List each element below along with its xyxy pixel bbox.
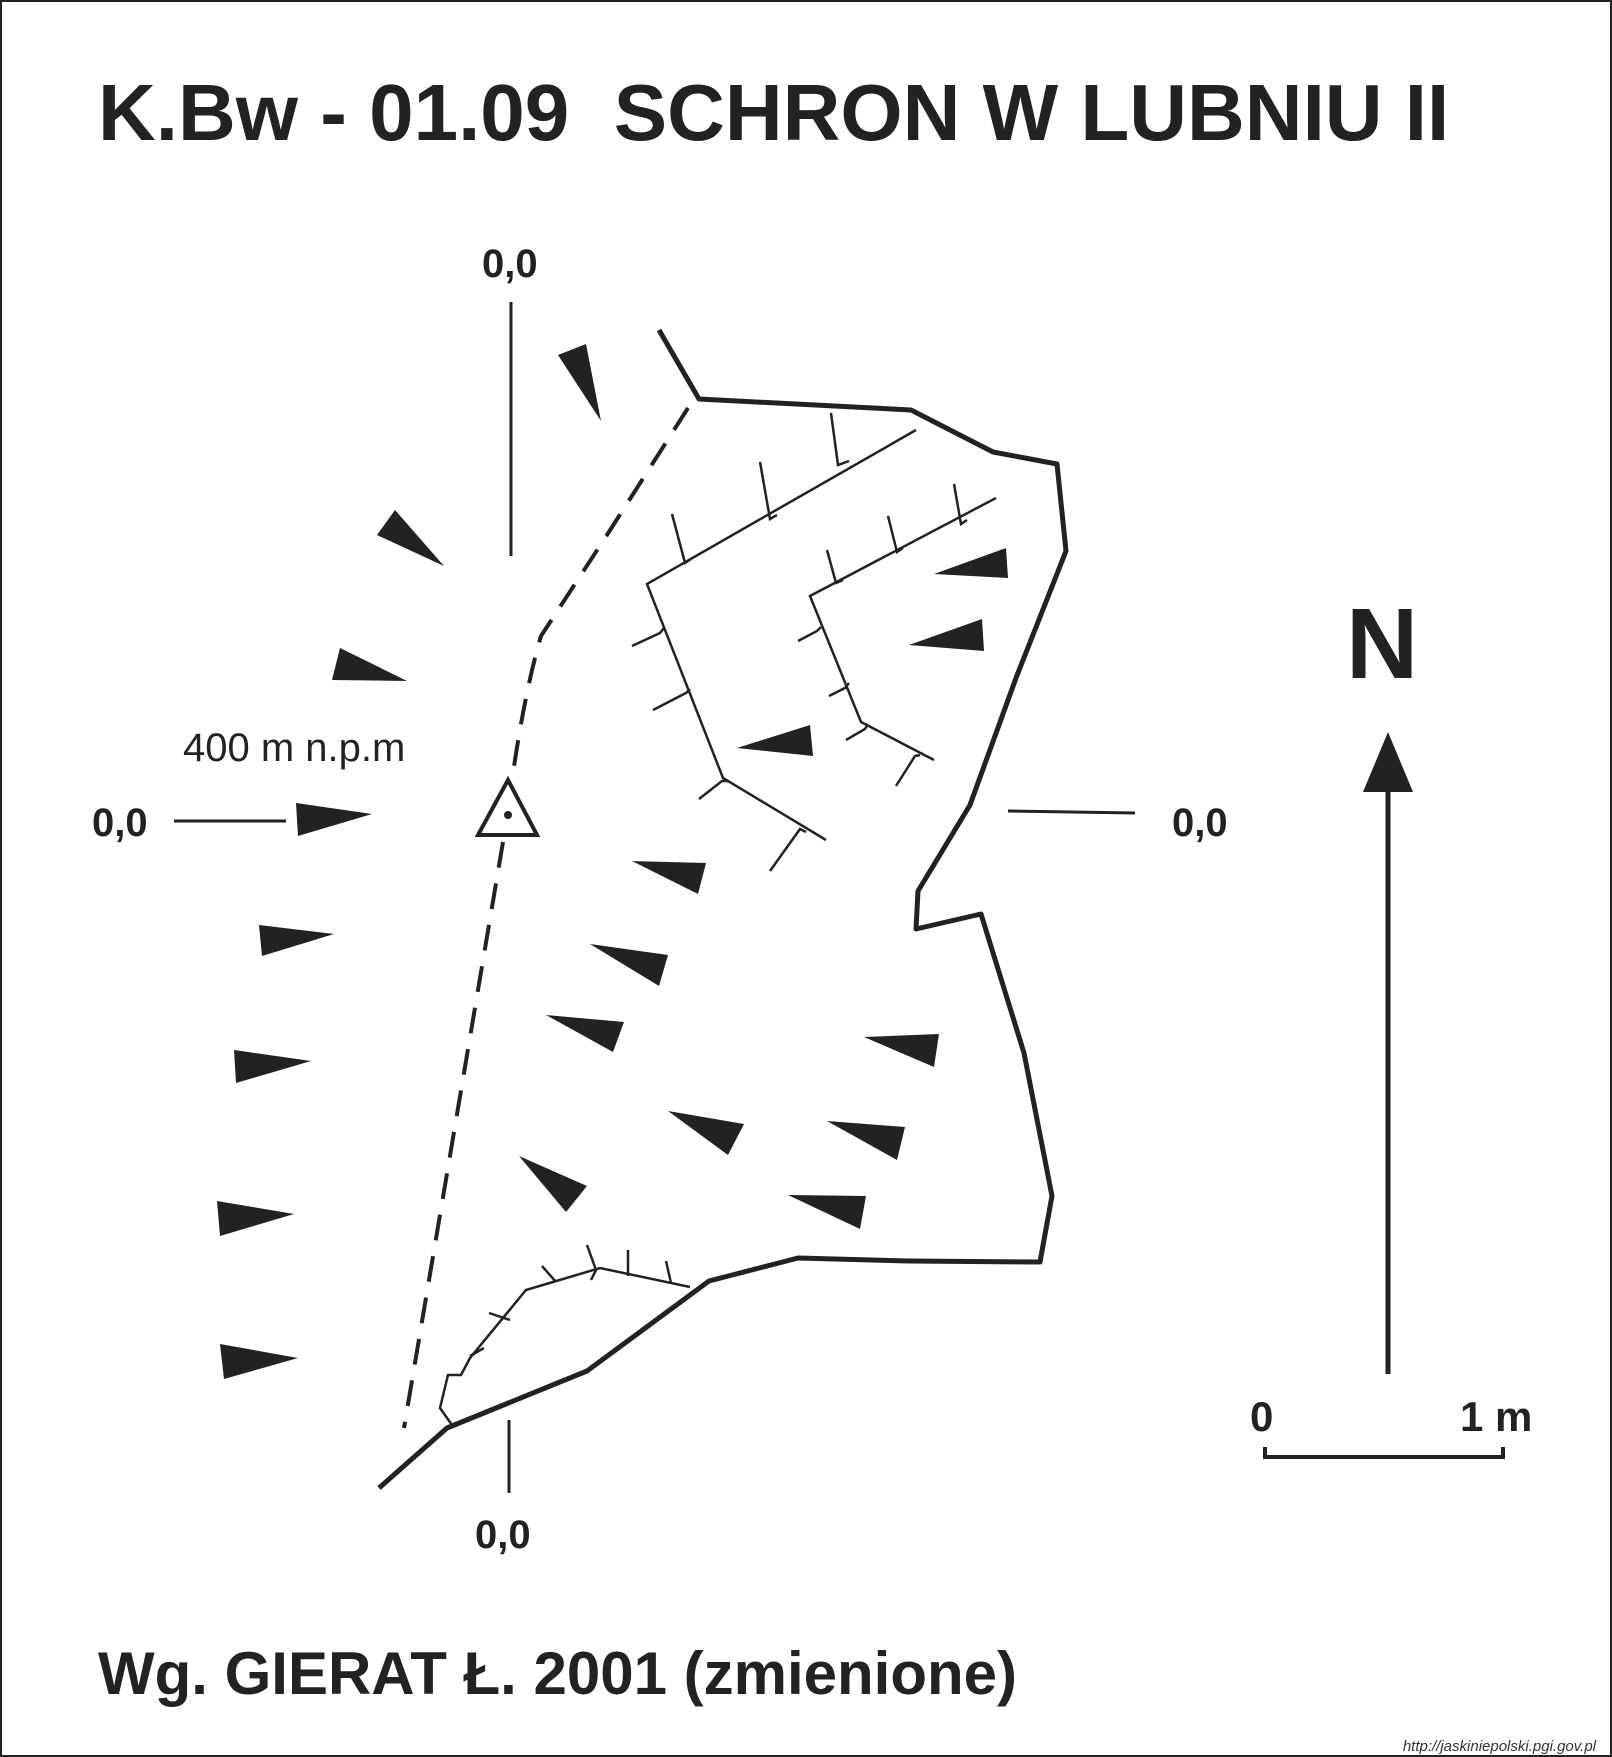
debris-wedge <box>737 725 813 756</box>
scale-bar <box>1263 1447 1505 1459</box>
section-mark-right: 0,0 <box>1172 801 1228 845</box>
debris-wedge <box>377 510 444 566</box>
north-label: N <box>1346 588 1418 700</box>
debris-wedge <box>632 861 706 894</box>
debris-wedge <box>332 648 407 681</box>
diagram-title: K.Bw - 01.09 SCHRON W LUBNIU II <box>98 68 1449 157</box>
collapse-feature <box>438 1244 691 1426</box>
debris-wedges <box>217 344 1008 1379</box>
debris-wedge <box>259 925 334 956</box>
north-arrow <box>1363 732 1413 1374</box>
debris-wedge <box>934 548 1008 578</box>
scale-start-label: 0 <box>1250 1393 1273 1440</box>
debris-wedge <box>519 1156 587 1212</box>
debris-wedge <box>296 803 372 836</box>
debris-wedge <box>668 1111 744 1155</box>
scale-end-label: 1 m <box>1460 1393 1532 1440</box>
section-mark-bottom: 0,0 <box>475 1513 531 1557</box>
debris-wedge <box>788 1195 866 1229</box>
section-mark-left: 0,0 <box>92 801 148 845</box>
source-url: http://jaskiniepolski.pgi.gov.pl <box>1403 1738 1597 1755</box>
debris-wedge <box>546 1015 624 1052</box>
debris-wedge <box>827 1121 905 1160</box>
section-mark-top: 0,0 <box>482 242 538 286</box>
debris-wedge <box>864 1034 939 1067</box>
dripline-dashed <box>402 406 690 1429</box>
north-arrow-icon <box>1363 732 1413 792</box>
debris-wedge <box>590 944 668 986</box>
debris-wedge <box>909 619 984 651</box>
debris-wedge <box>217 1201 294 1236</box>
section-line-right <box>1007 809 1136 815</box>
inner-ledge <box>631 412 997 872</box>
elevation-label: 400 m n.p.m <box>183 726 405 770</box>
section-lines <box>174 302 1136 1493</box>
debris-wedge <box>234 1050 311 1083</box>
debris-wedge <box>220 1344 298 1379</box>
cave-outline <box>377 328 1069 1490</box>
survey-point-marker <box>474 775 541 837</box>
debris-wedge <box>558 344 601 421</box>
credit-text: Wg. GIERAT Ł. 2001 (zmienione) <box>98 1640 1017 1707</box>
